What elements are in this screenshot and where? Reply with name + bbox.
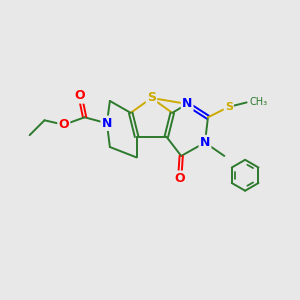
Text: S: S — [147, 92, 156, 104]
Text: O: O — [75, 89, 86, 102]
Text: CH₃: CH₃ — [250, 98, 268, 107]
Text: O: O — [58, 118, 69, 131]
Text: N: N — [182, 98, 192, 110]
Text: S: S — [225, 102, 233, 112]
Text: N: N — [200, 136, 210, 149]
Text: O: O — [174, 172, 185, 185]
Text: N: N — [102, 117, 112, 130]
